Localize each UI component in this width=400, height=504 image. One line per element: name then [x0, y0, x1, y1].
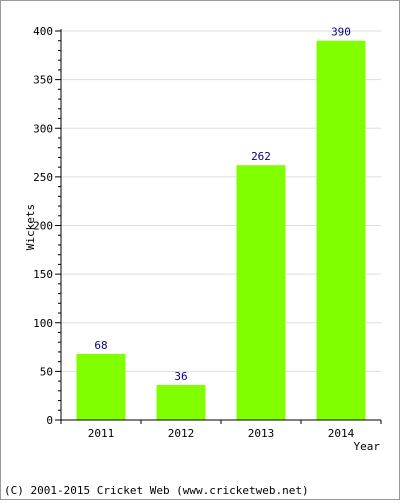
labels: 0 50 100 150 200 250 300 350 400 68 2011 36 2012 262 2…: [33, 25, 354, 440]
y-tick-label: 100: [33, 317, 53, 330]
y-tick-label: 150: [33, 268, 53, 281]
bars: [76, 40, 366, 420]
x-axis-label: Year: [354, 440, 381, 453]
x-tick-label: 2014: [328, 427, 355, 440]
x-tick-label: 2013: [248, 427, 275, 440]
x-tick-label: 2011: [88, 427, 115, 440]
x-tick-label: 2012: [168, 427, 195, 440]
copyright-footer: (C) 2001-2015 Cricket Web (www.cricketwe…: [4, 484, 309, 497]
y-tick-label: 350: [33, 74, 53, 87]
data-label: 390: [331, 26, 351, 39]
bar: [156, 384, 206, 420]
y-tick-label: 50: [40, 365, 53, 378]
grid-lines: [61, 30, 381, 372]
y-tick-label: 300: [33, 122, 53, 135]
axes: [55, 29, 382, 424]
y-tick-label: 400: [33, 25, 53, 38]
y-tick-label: 200: [33, 220, 53, 233]
bar: [76, 353, 126, 420]
bar: [316, 40, 366, 420]
data-label: 262: [251, 150, 271, 163]
y-tick-label: 0: [46, 414, 53, 427]
y-axis-label: Wickets: [24, 204, 37, 250]
y-tick-label: 250: [33, 171, 53, 184]
bar: [236, 165, 286, 420]
data-label: 68: [94, 339, 107, 352]
data-label: 36: [174, 370, 187, 383]
